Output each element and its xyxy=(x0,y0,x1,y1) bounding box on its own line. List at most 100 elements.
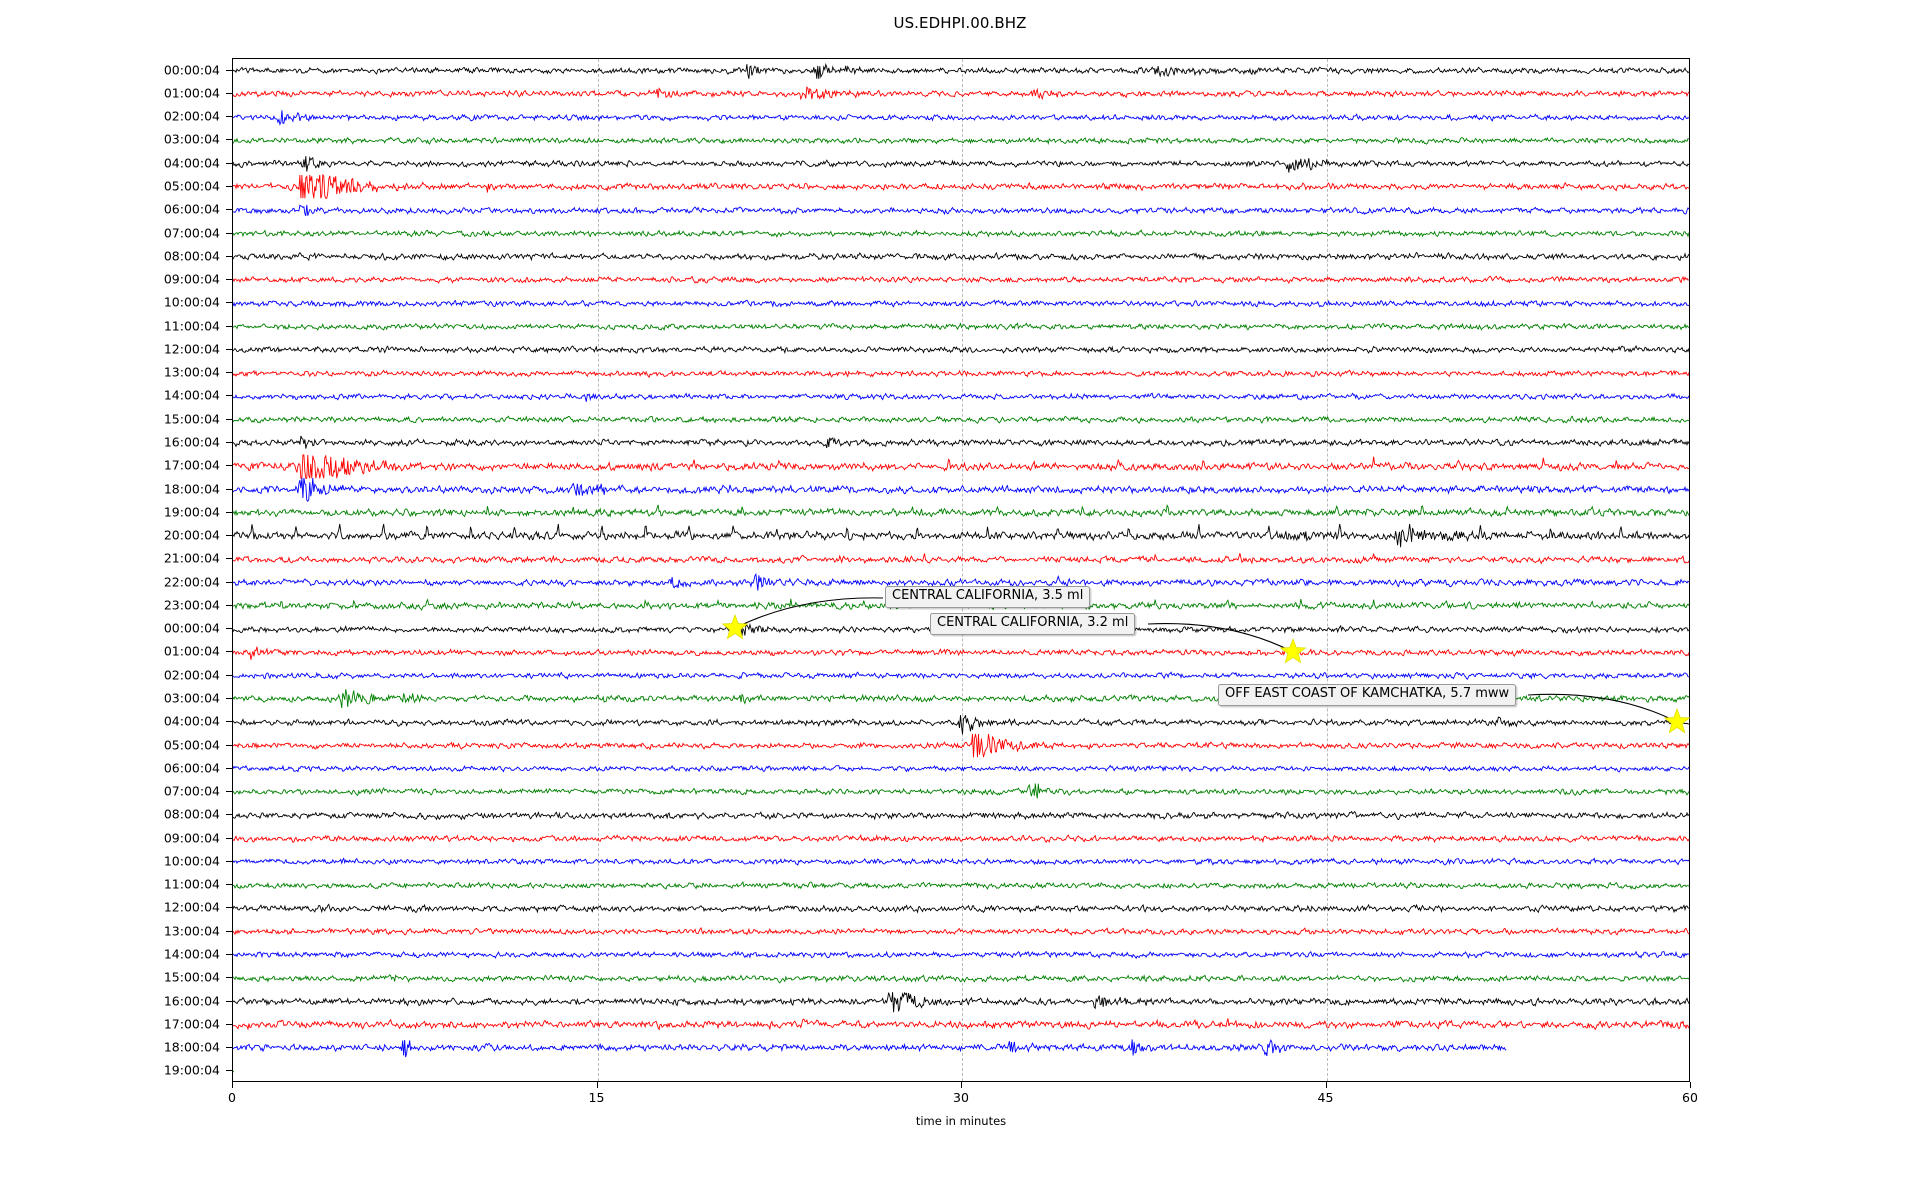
y-axis-tick-mark xyxy=(226,604,233,606)
y-axis-tick-label: 18:00:04 xyxy=(163,481,220,497)
y-axis-tick-mark xyxy=(226,628,233,630)
y-axis-tick-mark xyxy=(226,860,233,862)
seismic-trace xyxy=(233,850,1689,873)
y-axis-tick-mark xyxy=(226,581,233,583)
y-axis-tick-mark xyxy=(226,814,233,816)
y-axis-tick-label: 15:00:04 xyxy=(163,411,220,427)
trace-path xyxy=(233,88,1689,100)
trace-path xyxy=(233,928,1689,935)
earthquake-star-icon[interactable] xyxy=(1660,705,1694,739)
seismic-trace xyxy=(233,524,1689,547)
y-axis-tick-label: 12:00:04 xyxy=(163,899,220,915)
y-axis-tick-mark xyxy=(226,721,233,723)
y-axis-tick-mark xyxy=(226,442,233,443)
y-axis-tick-label: 19:00:04 xyxy=(163,1062,220,1078)
trace-path xyxy=(233,230,1689,237)
y-axis-tick-mark xyxy=(226,279,233,281)
x-axis-tick-mark xyxy=(232,1082,233,1088)
earthquake-star-icon[interactable] xyxy=(718,611,752,645)
seismic-trace xyxy=(233,59,1689,82)
trace-path xyxy=(233,952,1689,959)
seismic-trace xyxy=(233,874,1689,897)
x-axis-tick-mark xyxy=(596,1082,598,1088)
trace-path xyxy=(233,346,1689,353)
x-axis-tick-mark xyxy=(1690,1082,1691,1088)
seismic-trace xyxy=(233,431,1689,454)
trace-path xyxy=(233,715,1689,734)
y-axis-tick-label: 17:00:04 xyxy=(163,1016,220,1032)
y-axis-tick-label: 10:00:04 xyxy=(163,294,220,310)
seismic-trace xyxy=(233,362,1689,385)
y-axis-tick-label: 11:00:04 xyxy=(163,876,220,892)
y-axis-tick-mark xyxy=(226,791,233,793)
earthquake-star-icon[interactable] xyxy=(1276,635,1310,669)
seismic-trace xyxy=(233,222,1689,245)
grid-line-vertical xyxy=(962,59,963,1081)
trace-path xyxy=(233,672,1689,679)
seismic-trace xyxy=(233,548,1689,571)
earthquake-annotation-label[interactable]: CENTRAL CALIFORNIA, 3.5 ml xyxy=(885,586,1091,608)
trace-path xyxy=(233,416,1689,423)
earthquake-annotation-label[interactable]: OFF EAST COAST OF KAMCHATKA, 5.7 mww xyxy=(1218,684,1517,706)
trace-path xyxy=(233,436,1689,449)
y-axis-tick-mark xyxy=(226,674,233,676)
trace-path xyxy=(233,370,1689,377)
trace-path xyxy=(233,647,1689,660)
y-axis-tick-label: 01:00:04 xyxy=(163,643,220,659)
trace-path xyxy=(233,992,1689,1012)
y-axis-tick-label: 05:00:04 xyxy=(163,737,220,753)
y-axis-tick-mark xyxy=(226,837,233,839)
plot-axes xyxy=(232,58,1690,1082)
y-axis-tick-mark xyxy=(226,418,233,420)
earthquake-annotation-label[interactable]: CENTRAL CALIFORNIA, 3.2 ml xyxy=(930,613,1136,635)
x-axis-tick-label: 45 xyxy=(1317,1090,1334,1105)
y-axis-tick-mark xyxy=(226,302,233,304)
y-axis-tick-label: 02:00:04 xyxy=(163,108,220,124)
y-axis-tick-mark xyxy=(226,372,233,374)
seismic-trace xyxy=(233,292,1689,315)
seismic-trace xyxy=(233,501,1689,524)
seismic-trace xyxy=(233,571,1689,594)
y-axis-tick-label: 09:00:04 xyxy=(163,271,220,287)
seismic-trace xyxy=(233,478,1689,501)
trace-path xyxy=(233,904,1689,912)
y-axis-tick-mark xyxy=(226,977,233,979)
y-axis-tick-mark xyxy=(226,162,233,164)
seismic-trace xyxy=(233,268,1689,291)
y-axis-tick-mark xyxy=(226,325,233,327)
trace-path xyxy=(233,323,1689,330)
y-axis-tick-mark xyxy=(226,1023,233,1025)
y-axis-tick-label: 13:00:04 xyxy=(163,923,220,939)
y-axis-tick-mark xyxy=(226,395,233,397)
y-axis-tick-mark xyxy=(226,930,233,932)
y-axis-tick-label: 16:00:04 xyxy=(163,993,220,1009)
y-axis-tick-mark xyxy=(226,651,233,653)
y-axis-tick-label: 00:00:04 xyxy=(163,62,220,78)
seismic-trace xyxy=(233,385,1689,408)
y-axis-tick-label: 01:00:04 xyxy=(163,85,220,101)
y-axis-tick-label: 03:00:04 xyxy=(163,690,220,706)
y-axis-tick-label: 06:00:04 xyxy=(163,201,220,217)
seismic-trace xyxy=(233,711,1689,734)
y-axis-tick-label: 11:00:04 xyxy=(163,318,220,334)
y-axis-tick-mark xyxy=(226,348,233,350)
y-axis-tick-label: 02:00:04 xyxy=(163,667,220,683)
y-axis-tick-label: 15:00:04 xyxy=(163,969,220,985)
seismic-trace xyxy=(233,804,1689,827)
y-axis-tick-mark xyxy=(226,511,233,513)
trace-path xyxy=(233,204,1689,215)
trace-path xyxy=(233,253,1689,261)
x-axis-tick-label: 60 xyxy=(1682,1090,1698,1105)
x-axis-tick-mark xyxy=(961,1082,962,1088)
y-axis-tick-label: 08:00:04 xyxy=(163,806,220,822)
trace-path xyxy=(233,64,1689,79)
y-axis-tick-mark xyxy=(226,232,233,234)
y-axis-tick-mark xyxy=(226,558,233,560)
y-axis-tick-mark xyxy=(226,535,233,537)
y-axis-tick-mark xyxy=(226,186,233,187)
seismic-trace xyxy=(233,106,1689,129)
y-axis-tick-label: 23:00:04 xyxy=(163,597,220,613)
seismic-trace xyxy=(233,199,1689,222)
trace-path xyxy=(233,1019,1689,1030)
